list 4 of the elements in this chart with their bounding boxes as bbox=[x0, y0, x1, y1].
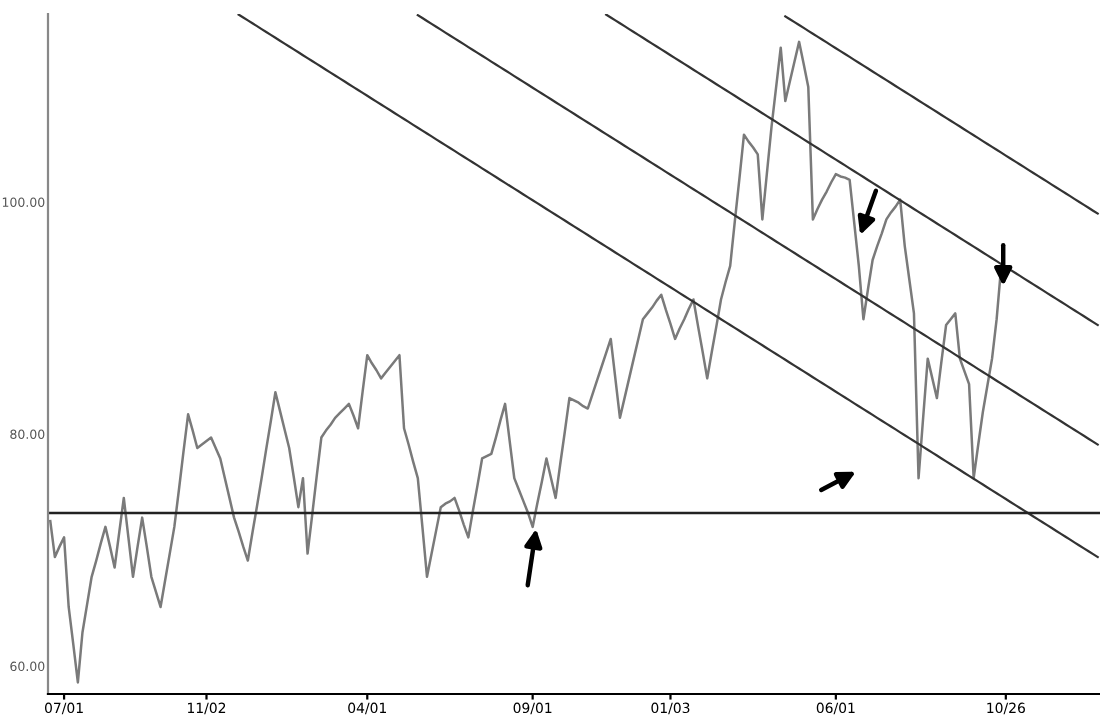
line-series bbox=[416, 14, 1099, 446]
line-series bbox=[237, 14, 1099, 559]
line-series bbox=[784, 15, 1099, 215]
line-series bbox=[605, 14, 1099, 327]
